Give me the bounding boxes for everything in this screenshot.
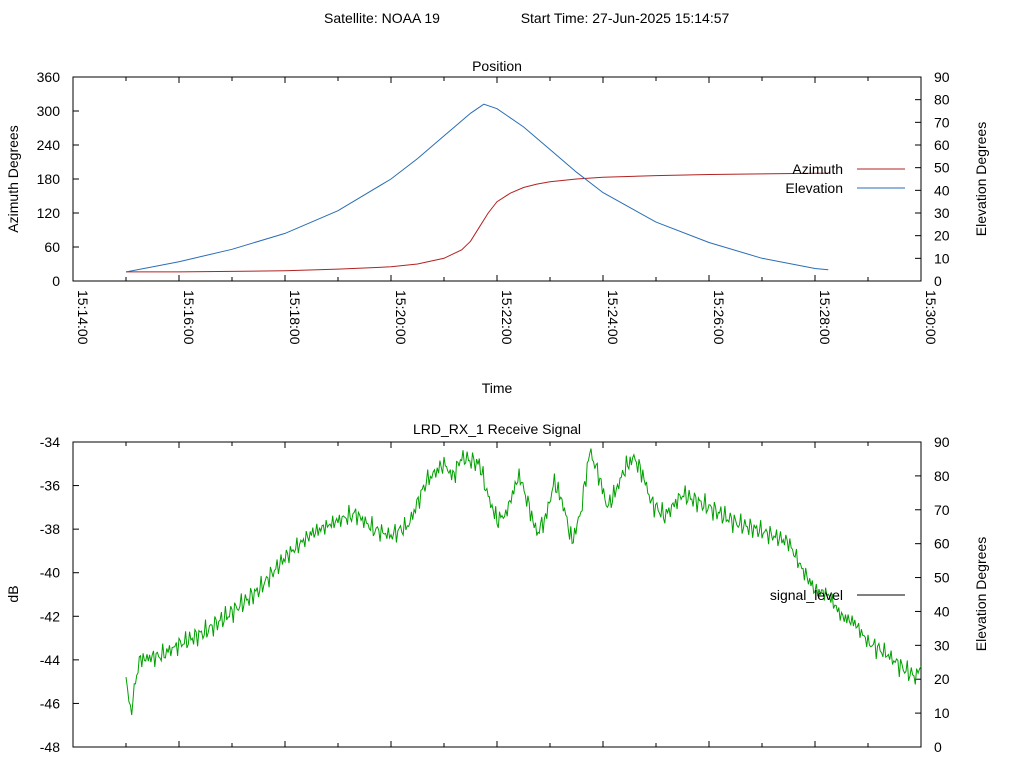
position-y-axis: 0 60 120 180 240 300 360 bbox=[37, 69, 79, 289]
position-y2-axis: 0 10 20 30 40 50 60 70 80 90 bbox=[915, 69, 950, 289]
header-start-time: Start Time: 27-Jun-2025 15:14:57 bbox=[521, 10, 730, 26]
position-xtick-label: 15:24:00 bbox=[605, 290, 621, 345]
signal-y-axis: -34 -36 -38 -40 -42 -44 -46 -48 bbox=[40, 434, 79, 755]
signal-chart: LRD_RX_1 Receive Signal dB Elevation Deg… bbox=[5, 421, 989, 755]
signal-y2tick-label: 80 bbox=[934, 468, 950, 484]
signal-series-group bbox=[125, 448, 922, 716]
signal-ytick-label: -46 bbox=[40, 695, 60, 711]
signal-ytick-label: -40 bbox=[40, 565, 60, 581]
position-xtick-label: 15:14:00 bbox=[75, 290, 91, 345]
signal-y2label: Elevation Degrees bbox=[973, 537, 989, 651]
position-ytick-label: 0 bbox=[52, 273, 60, 289]
position-plot-frame bbox=[72, 76, 922, 282]
position-y2label: Elevation Degrees bbox=[973, 122, 989, 236]
position-xlabel: Time bbox=[482, 380, 513, 396]
position-series-azimuth-line bbox=[126, 172, 829, 273]
position-y2tick-label: 50 bbox=[934, 160, 950, 176]
signal-y2tick-label: 30 bbox=[934, 637, 950, 653]
signal-ytick-label: -34 bbox=[40, 434, 60, 450]
position-xtick-label: 15:26:00 bbox=[711, 290, 727, 345]
signal-legend-label: signal_level bbox=[770, 587, 843, 603]
position-xtick-label: 15:20:00 bbox=[393, 290, 409, 345]
position-y2tick-label: 60 bbox=[934, 137, 950, 153]
position-y2tick-label: 0 bbox=[934, 273, 942, 289]
position-y2tick-label: 40 bbox=[934, 182, 950, 198]
signal-y2tick-label: 10 bbox=[934, 705, 950, 721]
position-series-group bbox=[125, 103, 829, 273]
position-xtick-label: 15:28:00 bbox=[817, 290, 833, 345]
position-xtick-label: 15:16:00 bbox=[181, 290, 197, 345]
position-chart: Position Azimuth Degrees Elevation Degre… bbox=[5, 58, 989, 396]
position-y2tick-label: 30 bbox=[934, 205, 950, 221]
position-y2tick-label: 70 bbox=[934, 114, 950, 130]
signal-legend: signal_level bbox=[770, 587, 905, 603]
position-ytick-label: 180 bbox=[37, 171, 61, 187]
position-ytick-label: 360 bbox=[37, 69, 61, 85]
position-xtick-label: 15:30:00 bbox=[923, 290, 939, 345]
position-ytick-label: 120 bbox=[37, 205, 61, 221]
position-legend-label: Elevation bbox=[785, 180, 843, 196]
signal-y2-axis: 0 10 20 30 40 50 60 70 80 90 bbox=[915, 434, 950, 755]
signal-title: LRD_RX_1 Receive Signal bbox=[413, 421, 581, 437]
position-y2tick-label: 90 bbox=[934, 69, 950, 85]
position-xtick-label: 15:22:00 bbox=[499, 290, 515, 345]
position-y2tick-label: 80 bbox=[934, 92, 950, 108]
signal-ytick-label: -48 bbox=[40, 739, 60, 755]
signal-ytick-label: -36 bbox=[40, 478, 60, 494]
position-ylabel: Azimuth Degrees bbox=[5, 125, 21, 232]
position-ytick-label: 60 bbox=[44, 239, 60, 255]
signal-ylabel: dB bbox=[5, 585, 21, 602]
signal-y2tick-label: 0 bbox=[934, 739, 942, 755]
signal-y2tick-label: 50 bbox=[934, 570, 950, 586]
signal-x-axis bbox=[72, 442, 922, 747]
signal-y2tick-label: 70 bbox=[934, 502, 950, 518]
position-xtick-label: 15:18:00 bbox=[287, 290, 303, 345]
signal-y2tick-label: 60 bbox=[934, 536, 950, 552]
signal-ytick-label: -42 bbox=[40, 608, 60, 624]
signal-series-signal-level-line bbox=[125, 448, 922, 716]
signal-y2tick-label: 40 bbox=[934, 603, 950, 619]
position-title: Position bbox=[472, 58, 522, 74]
position-legend: Azimuth Elevation bbox=[785, 161, 905, 196]
position-legend-label: Azimuth bbox=[792, 161, 843, 177]
signal-ytick-label: -38 bbox=[40, 521, 60, 537]
position-series-elevation-line bbox=[125, 103, 829, 273]
header-satellite: Satellite: NOAA 19 bbox=[324, 10, 440, 26]
position-ytick-label: 240 bbox=[37, 137, 61, 153]
position-x-axis: 15:14:00 15:16:00 15:18:00 15:20:00 15:22:00… bbox=[72, 77, 939, 345]
position-y2tick-label: 10 bbox=[934, 250, 950, 266]
position-y2tick-label: 20 bbox=[934, 228, 950, 244]
position-ytick-label: 300 bbox=[37, 103, 61, 119]
signal-y2tick-label: 20 bbox=[934, 671, 950, 687]
signal-ytick-label: -44 bbox=[40, 652, 60, 668]
signal-y2tick-label: 90 bbox=[934, 434, 950, 450]
